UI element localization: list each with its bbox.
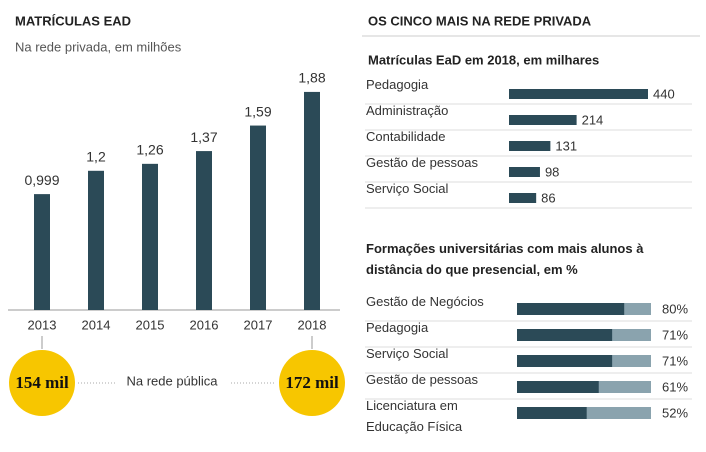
circle <box>279 350 345 416</box>
category-label: Licenciatura em Educação Física <box>366 398 463 434</box>
value-label: 61% <box>662 379 688 394</box>
bar <box>517 355 613 367</box>
value-label: 52% <box>662 405 688 420</box>
category-label: Gestão de pessoas <box>366 155 479 170</box>
value-label: 1,88 <box>298 70 325 86</box>
bar <box>196 151 212 310</box>
bar <box>517 329 613 341</box>
bar <box>34 194 50 310</box>
x-tick-label: 2018 <box>298 317 327 332</box>
category-label: Contabilidade <box>366 129 446 144</box>
category-label-box: Serviço Social <box>366 346 449 361</box>
value-label: 1,26 <box>136 142 163 158</box>
category-label-box: Contabilidade <box>366 129 446 144</box>
x-tick-label: 2016 <box>190 317 219 332</box>
bar <box>88 170 104 310</box>
x-tick-label: 2013 <box>28 317 57 332</box>
bar <box>304 91 320 310</box>
value-label: 131 <box>555 138 577 153</box>
chart-title: Matrículas EaD em 2018, em milhares <box>368 52 599 67</box>
category-label-box: Administração <box>366 103 449 118</box>
category-label-box: Gestão de pessoas <box>366 155 479 170</box>
category-label-box: Licenciatura em Educação Física <box>366 398 463 434</box>
bar <box>517 303 625 315</box>
bar <box>509 141 551 151</box>
bar <box>517 407 587 419</box>
value-label: 80% <box>662 301 688 316</box>
value-label: 98 <box>545 164 559 179</box>
bar <box>517 381 599 393</box>
bar <box>509 115 577 125</box>
circle <box>9 350 75 416</box>
bar <box>142 163 158 310</box>
bar <box>509 89 648 99</box>
x-tick-label: 2017 <box>244 317 273 332</box>
value-label: 1,37 <box>190 129 217 145</box>
bar <box>509 167 540 177</box>
x-tick-label: 2015 <box>136 317 165 332</box>
annotation: Na rede pública <box>126 373 218 388</box>
category-label: Serviço Social <box>366 181 449 196</box>
category-label: Gestão de pessoas <box>366 372 479 387</box>
value-label: 0,999 <box>24 172 59 188</box>
annotation: 154 mil <box>15 373 69 392</box>
category-label: Administração <box>366 103 449 118</box>
value-label: 1,2 <box>86 149 106 165</box>
category-label-box: Gestão de pessoas <box>366 372 479 387</box>
value-label: 214 <box>582 112 604 127</box>
value-label: 1,59 <box>244 103 271 119</box>
value-label: 71% <box>662 327 688 342</box>
section-heading: OS CINCO MAIS NA REDE PRIVADA <box>368 13 592 28</box>
annotation: 172 mil <box>285 373 339 392</box>
bar <box>250 125 266 310</box>
label-bg <box>115 372 229 392</box>
chart-title: MATRÍCULAS EAD <box>15 13 131 28</box>
value-label: 86 <box>541 190 555 205</box>
category-label-box: Serviço Social <box>366 181 449 196</box>
chart-title-box: Formações universitárias com mais alunos… <box>366 241 644 277</box>
value-label: 440 <box>653 86 675 101</box>
chart-title: Formações universitárias com mais alunos… <box>366 241 644 277</box>
category-label-box: Gestão de Negócios <box>366 294 484 309</box>
category-label: Gestão de Negócios <box>366 294 484 309</box>
category-label: Pedagogia <box>366 320 429 335</box>
value-label: 71% <box>662 353 688 368</box>
chart-subtitle: Na rede privada, em milhões <box>15 39 182 54</box>
x-tick-label: 2014 <box>82 317 111 332</box>
category-label-box: Pedagogia <box>366 77 429 92</box>
category-label: Serviço Social <box>366 346 449 361</box>
category-label: Pedagogia <box>366 77 429 92</box>
bar <box>509 193 537 203</box>
category-label-box: Pedagogia <box>366 320 429 335</box>
